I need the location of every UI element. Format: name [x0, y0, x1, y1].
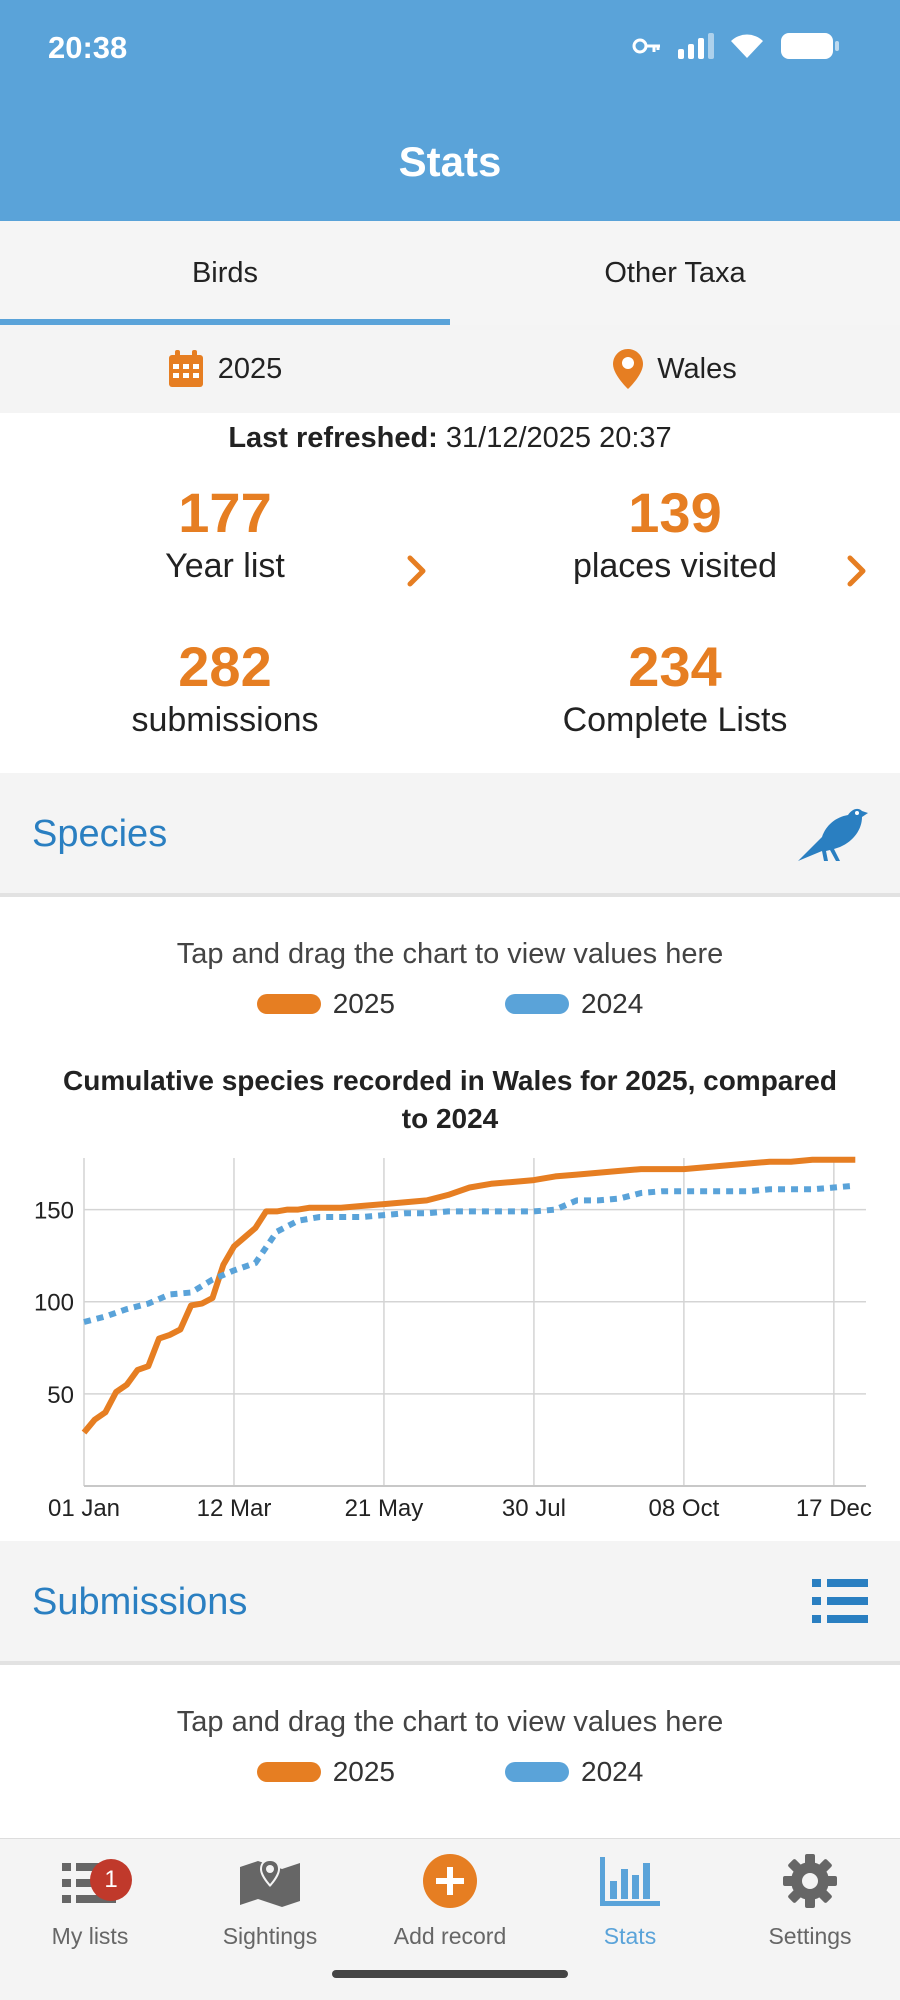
- series-line-2024: [83, 1182, 856, 1325]
- legend-swatch-2024: [505, 1762, 569, 1782]
- species-chart-legend: 2025 2024: [0, 988, 900, 1020]
- species-section-title: Species: [32, 813, 168, 855]
- places-visited-count: 139: [628, 481, 722, 544]
- signal-icon: [678, 33, 714, 59]
- nav-sightings[interactable]: Sightings: [180, 1853, 360, 1950]
- legend-swatch-2024: [505, 994, 569, 1014]
- legend-item-2024[interactable]: 2024: [505, 1756, 643, 1788]
- x-tick-label: 08 Oct: [649, 1495, 720, 1522]
- calendar-icon: [168, 350, 203, 387]
- legend-item-2024[interactable]: 2024: [505, 988, 643, 1020]
- tab-birds[interactable]: Birds: [0, 221, 450, 325]
- bird-icon: [798, 808, 868, 861]
- home-indicator: [332, 1970, 568, 1978]
- map-icon: [240, 1859, 300, 1907]
- status-icons: [632, 32, 840, 60]
- last-refreshed-value: 31/12/2025 20:37: [445, 422, 672, 454]
- stat-complete-lists: 234 Complete Lists: [450, 636, 900, 742]
- status-time: 20:38: [48, 30, 128, 65]
- submissions-label: submissions: [131, 701, 319, 739]
- complete-lists-count: 234: [628, 635, 722, 698]
- stat-submissions: 282 submissions: [0, 636, 450, 742]
- nav-my-lists[interactable]: 1 My lists: [0, 1853, 180, 1950]
- year-filter[interactable]: 2025: [0, 325, 450, 413]
- nav-my-lists-label: My lists: [51, 1923, 129, 1949]
- tab-other-taxa[interactable]: Other Taxa: [604, 256, 746, 289]
- app-header: 20:38 Stats: [0, 0, 900, 221]
- add-circle-icon: [423, 1854, 477, 1908]
- submissions-section-header: Submissions: [0, 1541, 900, 1665]
- places-visited-label: places visited: [572, 547, 778, 585]
- list-icon: [812, 1579, 868, 1623]
- year-list-count: 177: [178, 481, 272, 544]
- submissions-section-title: Submissions: [32, 1581, 248, 1623]
- vpn-key-icon: [632, 38, 660, 54]
- last-refreshed: Last refreshed: 31/12/2025 20:37: [0, 422, 900, 455]
- y-tick-label: 100: [34, 1290, 74, 1317]
- taxa-tabs: Birds Other Taxa: [0, 221, 900, 325]
- legend-label-2025: 2025: [332, 988, 395, 1019]
- page-title: Stats: [398, 138, 502, 185]
- last-refreshed-label: Last refreshed:: [228, 422, 438, 454]
- nav-sightings-label: Sightings: [222, 1923, 318, 1949]
- series-line-2025: [81, 1156, 856, 1435]
- location-value: Wales: [657, 352, 737, 385]
- complete-lists-label: Complete Lists: [562, 701, 788, 739]
- nav-add-record-label: Add record: [393, 1923, 507, 1949]
- species-chart-hint: Tap and drag the chart to view values he…: [176, 938, 724, 970]
- x-tick-label: 12 Mar: [197, 1495, 272, 1522]
- submissions-chart-hint: Tap and drag the chart to view values he…: [176, 1706, 724, 1738]
- chevron-right-icon[interactable]: [846, 555, 868, 587]
- location-filter[interactable]: Wales: [450, 325, 900, 413]
- species-section-header: Species: [0, 773, 900, 897]
- submissions-count: 282: [178, 635, 272, 698]
- year-list-label: Year list: [165, 547, 285, 585]
- bar-chart-icon: [600, 1857, 660, 1906]
- legend-swatch-2025: [256, 994, 321, 1014]
- y-tick-label: 50: [47, 1382, 74, 1409]
- x-tick-label: 17 Dec: [796, 1495, 872, 1522]
- legend-label-2024: 2024: [581, 988, 644, 1019]
- y-tick-label: 150: [34, 1198, 74, 1225]
- legend-label-2024: 2024: [581, 1756, 644, 1787]
- filter-bar: 2025 Wales: [0, 325, 900, 413]
- battery-icon: [781, 33, 839, 59]
- stat-places-visited[interactable]: 139 places visited: [450, 482, 900, 588]
- species-line-chart[interactable]: 50 100 150 01 Jan 12 Mar 21 May 30 Jul 08 Oct 17…: [0, 1150, 900, 1530]
- chart-title: Cumulative species recorded in Wales for…: [63, 1065, 837, 1134]
- legend-item-2025[interactable]: 2025: [256, 988, 395, 1020]
- year-value: 2025: [217, 352, 283, 385]
- legend-label-2025: 2025: [332, 1756, 395, 1787]
- notification-badge: 1: [90, 1859, 132, 1901]
- map-pin-icon: [613, 349, 644, 389]
- legend-item-2025[interactable]: 2025: [256, 1756, 395, 1788]
- wifi-icon: [731, 34, 763, 58]
- submissions-chart-legend: 2025 2024: [0, 1756, 900, 1788]
- nav-stats-label: Stats: [603, 1923, 657, 1949]
- stat-year-list[interactable]: 177 Year list: [0, 482, 450, 588]
- legend-swatch-2025: [256, 1762, 321, 1782]
- nav-stats[interactable]: Stats: [540, 1853, 720, 1950]
- x-tick-label: 21 May: [345, 1495, 424, 1522]
- gear-icon: [783, 1854, 837, 1908]
- x-tick-label: 01 Jan: [48, 1495, 120, 1522]
- x-tick-label: 30 Jul: [502, 1495, 566, 1522]
- nav-settings-label: Settings: [768, 1923, 852, 1949]
- nav-settings[interactable]: Settings: [720, 1853, 900, 1950]
- nav-add-record[interactable]: Add record: [360, 1853, 540, 1950]
- chevron-right-icon[interactable]: [406, 555, 428, 587]
